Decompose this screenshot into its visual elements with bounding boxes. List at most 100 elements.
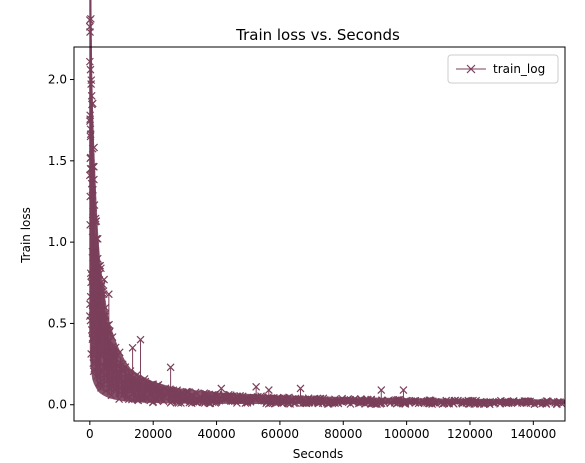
- data-point-marker: [105, 327, 114, 336]
- y-tick-label: 2.0: [48, 73, 67, 87]
- data-point-marker: [464, 396, 473, 405]
- data-point-marker: [96, 383, 105, 392]
- data-point-marker: [287, 395, 296, 404]
- data-point-marker: [86, 14, 95, 23]
- data-point-marker: [148, 385, 157, 394]
- data-point-marker: [87, 326, 96, 334]
- data-point-marker: [253, 393, 261, 402]
- data-point-marker: [86, 65, 95, 74]
- x-tick-label: 140000: [510, 427, 556, 441]
- data-point-marker: [402, 396, 411, 405]
- data-point-marker: [209, 394, 218, 403]
- data-point-marker: [477, 399, 486, 408]
- data-point-marker: [140, 375, 149, 383]
- data-point-marker: [111, 354, 120, 362]
- data-point-marker: [286, 400, 295, 408]
- data-point-marker: [90, 143, 99, 152]
- data-point-marker: [428, 397, 437, 406]
- x-tick-label: 40000: [197, 427, 235, 441]
- data-point-marker: [172, 398, 181, 407]
- spike-marker: [252, 382, 261, 391]
- spike-marker: [377, 386, 386, 395]
- plot-area: [85, 0, 566, 409]
- legend-box: [447, 54, 559, 84]
- data-point-marker: [486, 397, 495, 406]
- spike-marker: [264, 386, 273, 395]
- data-point-marker: [153, 396, 161, 405]
- data-point-marker: [373, 400, 381, 408]
- spike-marker: [87, 165, 96, 173]
- data-point-marker: [411, 398, 420, 407]
- data-point-marker: [111, 384, 120, 393]
- chart-title: Train loss vs. Seconds: [235, 26, 400, 44]
- data-point-marker: [481, 399, 490, 408]
- data-point-marker: [488, 398, 497, 407]
- data-point-marker: [94, 262, 103, 270]
- y-axis-label: Train loss: [19, 207, 33, 264]
- data-point-marker: [302, 399, 311, 408]
- y-tick-label: 0.5: [48, 316, 67, 330]
- data-point-marker: [105, 363, 114, 372]
- data-point-marker: [99, 287, 108, 295]
- data-point-marker: [394, 397, 403, 406]
- spike-marker: [88, 186, 97, 195]
- data-point-marker: [420, 398, 429, 407]
- data-point-marker: [89, 350, 98, 359]
- data-point-marker: [508, 397, 517, 406]
- data-point-marker: [202, 390, 211, 399]
- spike-marker: [128, 343, 137, 352]
- data-point-marker: [122, 390, 131, 399]
- data-point-marker: [226, 391, 235, 400]
- data-point-marker: [232, 393, 241, 402]
- data-point-marker: [92, 353, 100, 362]
- data-point-marker: [153, 383, 162, 392]
- data-point-marker: [120, 380, 129, 389]
- data-point-marker: [101, 303, 110, 312]
- spike-marker: [86, 153, 95, 162]
- data-point-marker: [100, 310, 109, 319]
- spike-marker: [136, 335, 145, 344]
- y-tick-label: 1.5: [48, 154, 67, 168]
- data-point-marker: [116, 388, 125, 397]
- spike-marker: [217, 384, 226, 393]
- data-point-marker: [349, 397, 358, 405]
- x-tick-label: 120000: [447, 427, 493, 441]
- data-point-marker: [271, 395, 280, 404]
- data-point-marker: [100, 340, 109, 349]
- spike-marker: [93, 234, 102, 243]
- data-point-marker: [94, 314, 103, 323]
- data-point-marker: [209, 395, 218, 404]
- x-tick-label: 100000: [384, 427, 430, 441]
- data-point-marker: [87, 80, 96, 88]
- data-point-marker: [271, 397, 280, 406]
- data-point-marker: [279, 393, 288, 402]
- data-point-marker: [105, 351, 114, 360]
- y-tick-label: 0.0: [48, 398, 67, 412]
- data-point-marker: [173, 390, 182, 399]
- data-point-marker: [240, 395, 249, 404]
- data-point-marker: [438, 397, 446, 406]
- data-point-marker: [85, 22, 94, 31]
- data-point-marker: [450, 396, 459, 405]
- data-point-marker: [367, 395, 376, 404]
- spike-marker: [399, 386, 408, 395]
- data-point-marker: [334, 399, 343, 408]
- data-point-marker: [187, 391, 196, 400]
- data-point-marker: [543, 397, 552, 406]
- data-point-marker: [125, 382, 134, 391]
- data-point-marker: [313, 397, 322, 406]
- data-point-marker: [241, 394, 250, 403]
- data-point-marker: [326, 398, 335, 406]
- data-point-marker: [97, 368, 106, 377]
- data-point-marker: [90, 201, 99, 210]
- x-tick-label: 0: [86, 427, 94, 441]
- data-point-marker: [89, 367, 98, 376]
- data-point-marker: [86, 316, 95, 325]
- data-point-marker: [138, 395, 147, 404]
- legend-marker-icon: [466, 64, 476, 74]
- data-point-marker: [376, 399, 385, 408]
- legend-entry-train-log: train_log: [493, 62, 545, 76]
- spike-marker: [166, 363, 175, 372]
- spike-marker: [296, 384, 305, 393]
